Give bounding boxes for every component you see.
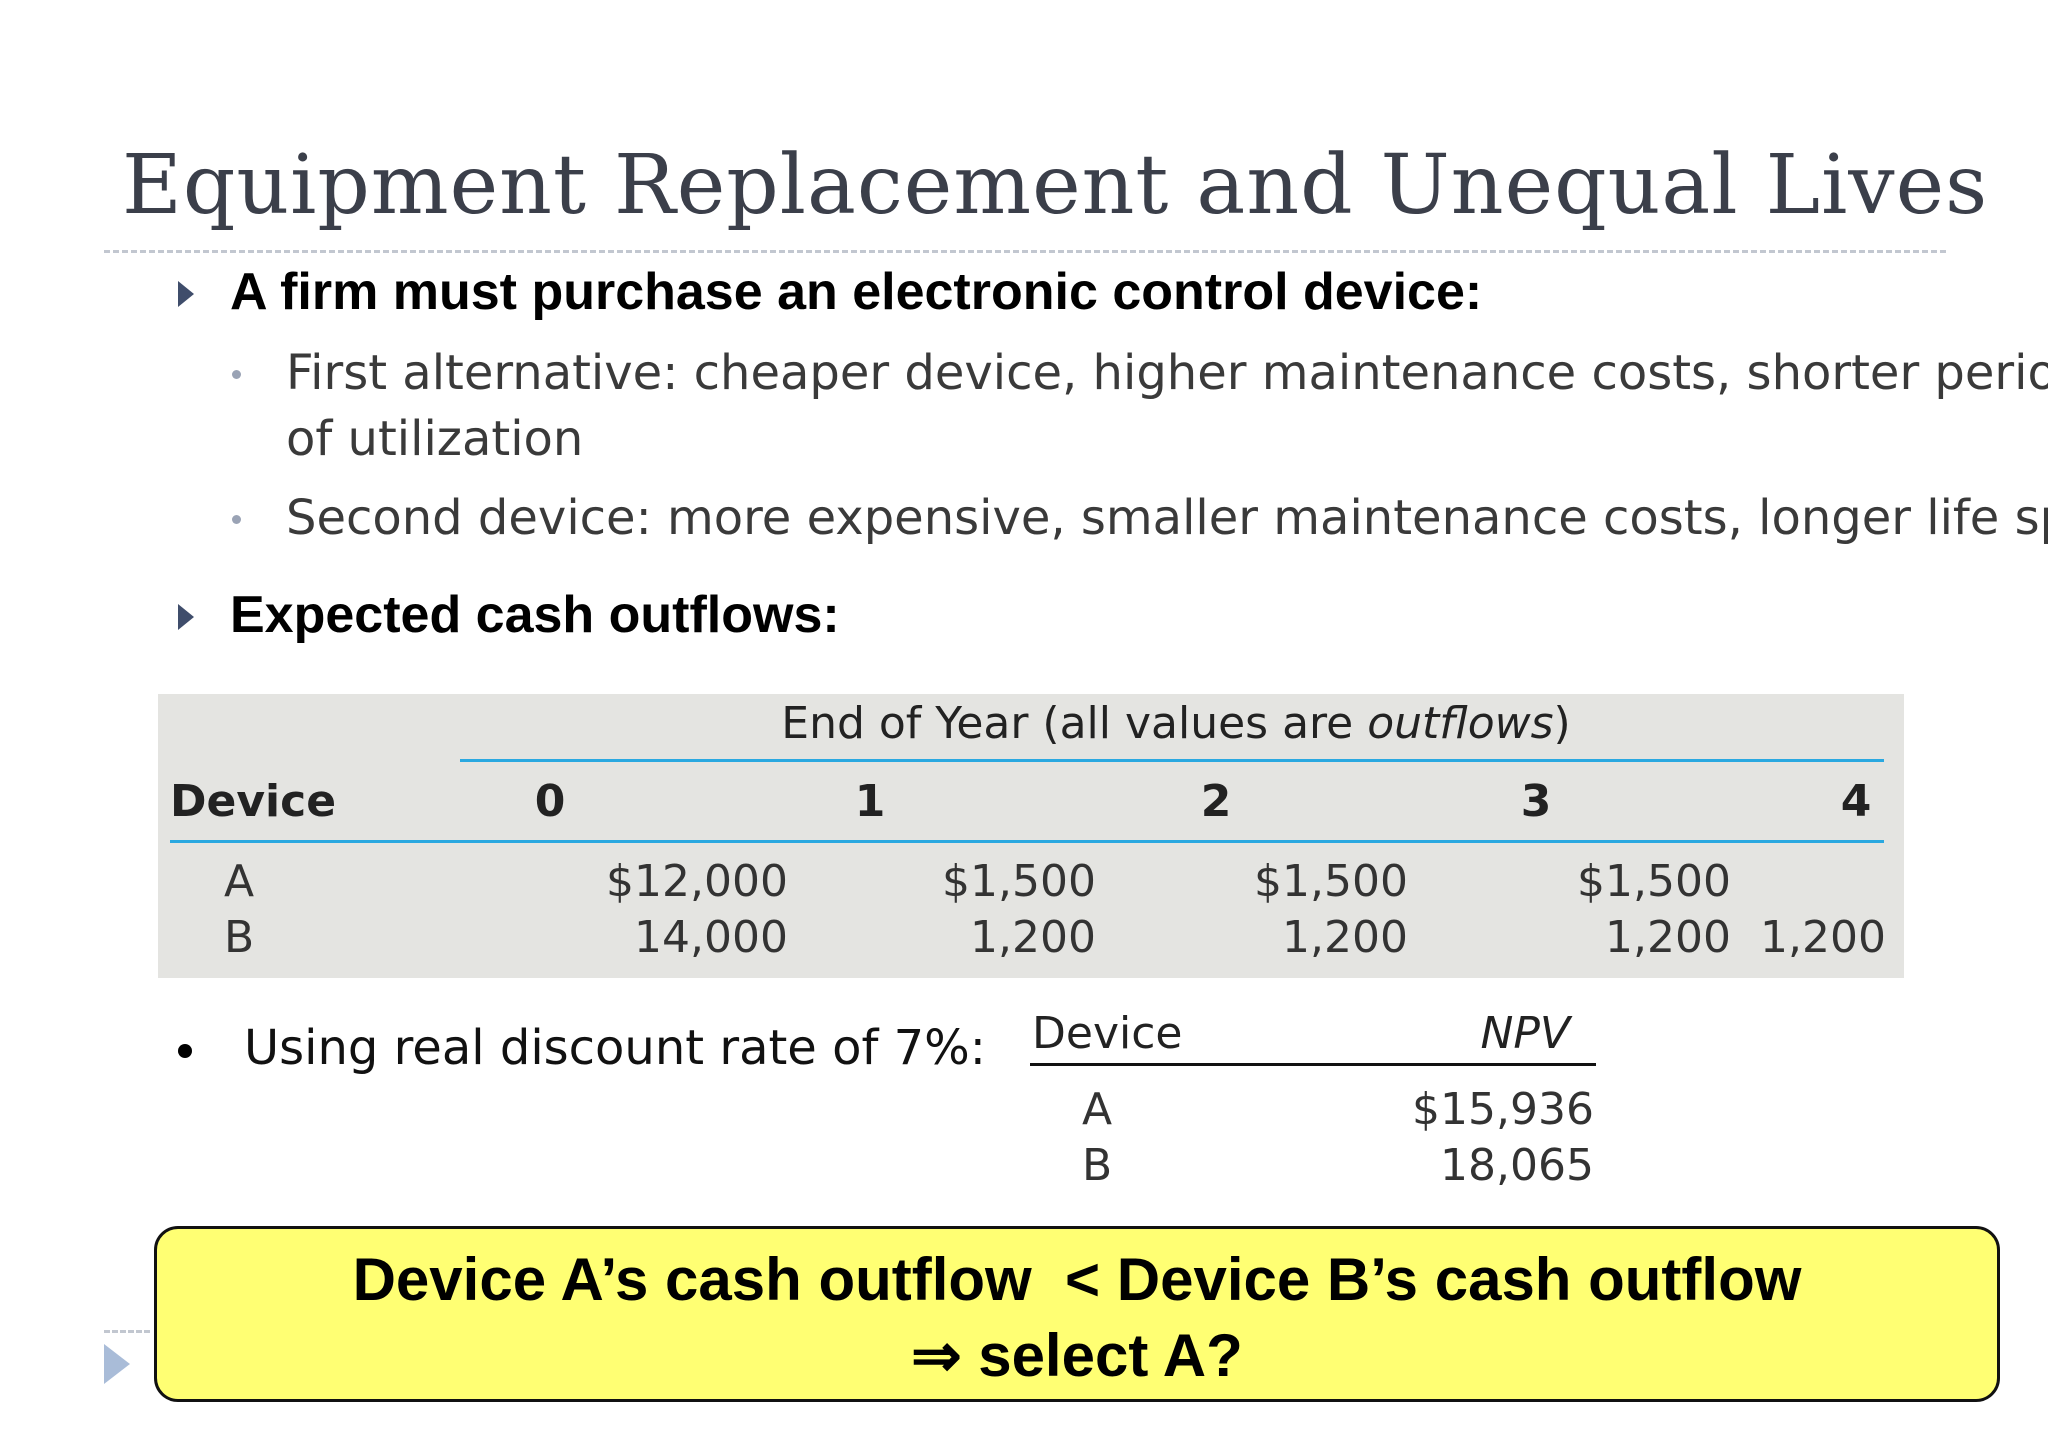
- sub-bullet-text: First alternative: cheaper device, highe…: [286, 345, 2048, 401]
- callout-line: Device A’s cash outflow < Device B’s cas…: [352, 1246, 1802, 1313]
- callout-line: ⇒ select A?: [911, 1322, 1243, 1389]
- device-column-header: Device: [170, 776, 337, 827]
- value-cell: $1,500: [942, 856, 1096, 907]
- sub-bullet-dot-icon: [232, 515, 241, 524]
- row-rule: [170, 840, 1884, 843]
- conclusion-callout: Device A’s cash outflow < Device B’s cas…: [154, 1226, 2000, 1402]
- npv-value-cell: $15,936: [1412, 1084, 1594, 1135]
- npv-device-cell: B: [1082, 1140, 1113, 1191]
- year-header: 1: [854, 776, 886, 827]
- value-cell: 1,200: [1282, 912, 1408, 963]
- slide-nav-arrow-icon: [104, 1344, 130, 1384]
- footer-divider: [104, 1330, 150, 1333]
- header-rule: [460, 759, 1884, 762]
- sub-bullet-text-cont: of utilization: [286, 411, 584, 467]
- value-cell: 1,200: [1605, 912, 1731, 963]
- slide-title: Equipment Replacement and Unequal Lives: [122, 138, 1989, 233]
- npv-device-cell: A: [1082, 1084, 1113, 1135]
- npv-device-header: Device: [1032, 1008, 1183, 1059]
- year-header: 3: [1520, 776, 1552, 827]
- value-cell: $1,500: [1254, 856, 1408, 907]
- arrow-bullet-icon: [178, 604, 194, 630]
- npv-header-rule: [1030, 1063, 1596, 1066]
- title-divider: [104, 250, 1946, 253]
- year-header: 4: [1840, 776, 1872, 827]
- sub-bullet-text: Second device: more expensive, smaller m…: [286, 490, 2048, 546]
- cash-outflow-table: End of Year (all values are outflows) De…: [158, 694, 1904, 978]
- npv-value-header: NPV: [1480, 1008, 1570, 1059]
- bullet-text: Expected cash outflows:: [230, 586, 840, 644]
- year-header: 2: [1200, 776, 1232, 827]
- discount-rate-text: Using real discount rate of 7%:: [244, 1020, 986, 1076]
- value-cell: 14,000: [634, 912, 788, 963]
- npv-value-cell: 18,065: [1440, 1140, 1594, 1191]
- value-cell: $12,000: [606, 856, 788, 907]
- device-cell: A: [224, 856, 255, 907]
- arrow-bullet-icon: [178, 281, 194, 307]
- table-header: End of Year (all values are outflows): [781, 698, 1571, 749]
- bullet-dot-icon: [178, 1044, 192, 1058]
- sub-bullet-dot-icon: [232, 370, 241, 379]
- value-cell: 1,200: [970, 912, 1096, 963]
- bullet-text: A firm must purchase an electronic contr…: [230, 263, 1483, 321]
- value-cell: 1,200: [1760, 912, 1886, 963]
- device-cell: B: [224, 912, 255, 963]
- value-cell: $1,500: [1577, 856, 1731, 907]
- year-header: 0: [534, 776, 566, 827]
